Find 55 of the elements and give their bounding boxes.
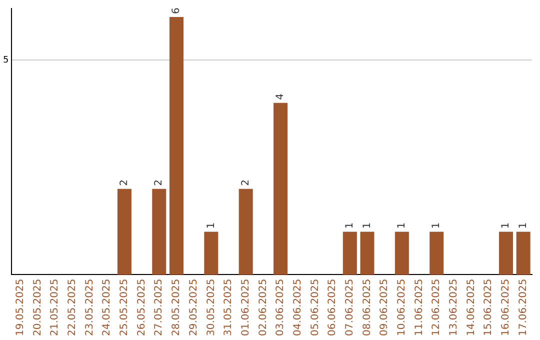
x-tick-label: 22.05.2025 bbox=[67, 278, 78, 336]
bar bbox=[169, 16, 184, 275]
x-tick-label: 13.06.2025 bbox=[448, 278, 460, 336]
x-tick-label: 26.05.2025 bbox=[136, 278, 148, 336]
data-label: 1 bbox=[396, 222, 408, 229]
x-tick-label: 15.06.2025 bbox=[483, 278, 494, 336]
bar bbox=[360, 232, 374, 275]
x-tick-label: 06.06.2025 bbox=[327, 278, 338, 336]
data-label: 2 bbox=[119, 179, 130, 186]
data-label: 1 bbox=[500, 222, 512, 229]
x-tick-label: 10.06.2025 bbox=[396, 278, 408, 336]
data-label: 1 bbox=[206, 222, 217, 229]
bar bbox=[342, 232, 357, 275]
x-tick-label: 05.06.2025 bbox=[310, 278, 321, 336]
x-tick-label: 08.06.2025 bbox=[362, 278, 373, 336]
x-tick-label: 07.06.2025 bbox=[344, 278, 356, 336]
bar bbox=[274, 102, 288, 275]
x-tick-label: 21.05.2025 bbox=[50, 278, 61, 336]
bar bbox=[238, 188, 253, 275]
x-tick-label: 29.05.2025 bbox=[188, 278, 200, 336]
bar bbox=[498, 232, 513, 275]
x-tick-label: 11.06.2025 bbox=[414, 278, 425, 336]
x-tick-label: 19.05.2025 bbox=[14, 278, 26, 336]
x-tick-label: 31.05.2025 bbox=[223, 278, 234, 336]
y-tick-label: 5 bbox=[2, 55, 9, 66]
bar bbox=[516, 232, 530, 275]
data-label: 1 bbox=[362, 222, 373, 229]
x-tick-label: 24.05.2025 bbox=[102, 278, 113, 336]
x-tick-label: 25.05.2025 bbox=[119, 278, 130, 336]
x-tick-label: 14.06.2025 bbox=[466, 278, 477, 336]
x-tick-label: 03.06.2025 bbox=[275, 278, 286, 336]
bar bbox=[394, 232, 409, 275]
x-tick-label: 01.06.2025 bbox=[240, 278, 252, 336]
x-tick-label: 17.06.2025 bbox=[518, 278, 529, 336]
data-label: 2 bbox=[240, 179, 252, 186]
x-tick-label: 28.05.2025 bbox=[171, 278, 182, 336]
data-label: 1 bbox=[344, 222, 356, 229]
bar bbox=[204, 232, 218, 275]
bar bbox=[117, 188, 132, 275]
x-tick-label: 27.05.2025 bbox=[154, 278, 165, 336]
data-label: 1 bbox=[518, 222, 529, 229]
x-tick-label: 23.05.2025 bbox=[84, 278, 96, 336]
data-label: 2 bbox=[154, 179, 165, 186]
x-tick-label: 02.06.2025 bbox=[258, 278, 269, 336]
data-label: 6 bbox=[171, 8, 182, 14]
x-tick-label: 20.05.2025 bbox=[32, 278, 44, 336]
bar bbox=[152, 188, 166, 275]
data-label: 4 bbox=[275, 94, 286, 100]
data-label: 1 bbox=[431, 222, 442, 229]
x-tick-label: 12.06.2025 bbox=[431, 278, 442, 336]
x-tick-label: 04.06.2025 bbox=[292, 278, 304, 336]
x-tick-label: 09.06.2025 bbox=[379, 278, 390, 336]
x-tick-label: 16.06.2025 bbox=[500, 278, 512, 336]
x-tick-label: 30.05.2025 bbox=[206, 278, 217, 336]
bar bbox=[430, 232, 444, 275]
